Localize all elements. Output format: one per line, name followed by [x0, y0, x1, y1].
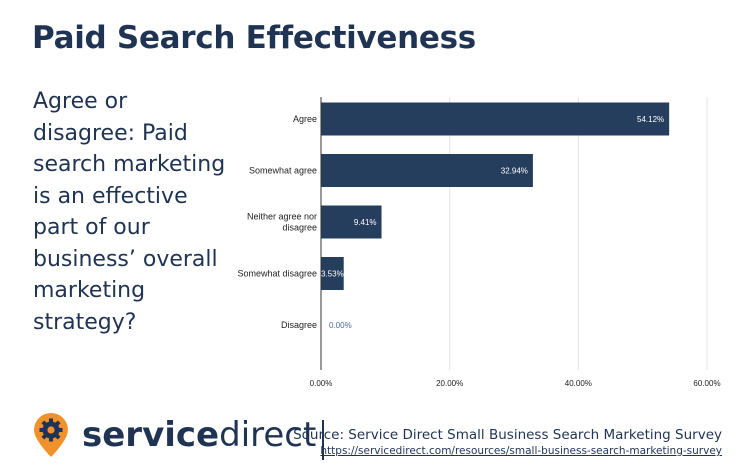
category-label: Agree [293, 114, 317, 124]
footer-divider [322, 420, 324, 460]
category-label: Neither agree nor disagree [247, 212, 317, 233]
bar [321, 154, 533, 187]
category-label: Somewhat agree [249, 166, 317, 176]
page-title: Paid Search Effectiveness [32, 20, 476, 56]
bar [321, 205, 382, 239]
value-label: 9.41% [354, 218, 377, 227]
x-tick-labels: 0.00% 20.00% 40.00% 60.00% [310, 379, 721, 388]
survey-question: Agree or disagree: Paid search marketing… [33, 89, 226, 335]
bar-chart: Agree Somewhat agree Neither agree nor disa… [237, 97, 721, 388]
category-label: Disagree [281, 320, 317, 330]
value-label: 0.00% [329, 321, 352, 330]
logo-wordmark: servicedirect [82, 415, 316, 455]
bars [321, 102, 670, 290]
value-label: 54.12% [637, 115, 664, 124]
source-link[interactable]: https://servicedirect.com/resources/smal… [320, 445, 722, 457]
x-tick-label: 60.00% [693, 379, 720, 388]
x-tick-label: 40.00% [565, 379, 592, 388]
x-tick-label: 20.00% [436, 379, 463, 388]
value-label: 3.53% [321, 270, 344, 279]
logo-word-light: direct [219, 415, 317, 455]
x-tick-label: 0.00% [310, 379, 333, 388]
gridlines [449, 97, 708, 370]
category-labels: Agree Somewhat agree Neither agree nor disa… [237, 114, 317, 330]
source-text: Source: Service Direct Small Business Se… [293, 427, 722, 443]
service-direct-logo[interactable]: servicedirect [30, 413, 316, 459]
logo-word-bold: service [82, 415, 220, 455]
gear-location-pin-icon [34, 413, 68, 457]
category-label: Somewhat disagree [237, 269, 317, 279]
value-labels: 54.12% 32.94% 9.41% 3.53% 0.00% [321, 115, 664, 330]
source-citation: Source: Service Direct Small Business Se… [293, 427, 722, 457]
bar [321, 102, 670, 136]
bar [321, 257, 344, 290]
value-label: 32.94% [501, 167, 528, 176]
